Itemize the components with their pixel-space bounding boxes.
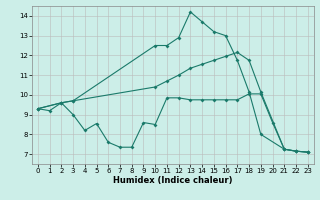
X-axis label: Humidex (Indice chaleur): Humidex (Indice chaleur) [113,176,233,185]
